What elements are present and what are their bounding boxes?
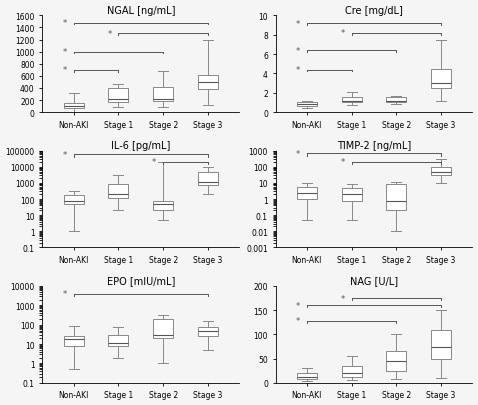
- Text: *: *: [63, 19, 67, 28]
- Title: EPO [mIU/mL]: EPO [mIU/mL]: [107, 275, 175, 286]
- PathPatch shape: [386, 352, 406, 371]
- PathPatch shape: [342, 188, 362, 201]
- PathPatch shape: [386, 98, 406, 103]
- Text: *: *: [296, 47, 300, 55]
- Text: *: *: [152, 158, 156, 167]
- PathPatch shape: [153, 201, 173, 211]
- Text: *: *: [296, 301, 300, 310]
- PathPatch shape: [297, 187, 317, 200]
- PathPatch shape: [109, 335, 129, 346]
- Title: TIMP-2 [ng/mL]: TIMP-2 [ng/mL]: [337, 141, 411, 151]
- Title: IL-6 [pg/mL]: IL-6 [pg/mL]: [111, 141, 171, 151]
- Title: Cre [mg/dL]: Cre [mg/dL]: [345, 6, 403, 15]
- PathPatch shape: [64, 196, 84, 205]
- PathPatch shape: [297, 373, 317, 379]
- PathPatch shape: [342, 366, 362, 377]
- Text: *: *: [296, 66, 300, 75]
- Text: *: *: [341, 294, 345, 303]
- PathPatch shape: [109, 89, 129, 102]
- PathPatch shape: [198, 327, 218, 337]
- PathPatch shape: [342, 98, 362, 103]
- Text: *: *: [108, 30, 112, 39]
- Text: *: *: [63, 48, 67, 57]
- Text: *: *: [341, 158, 345, 167]
- PathPatch shape: [64, 104, 84, 109]
- Text: *: *: [63, 66, 67, 75]
- PathPatch shape: [198, 75, 218, 90]
- PathPatch shape: [64, 337, 84, 346]
- PathPatch shape: [297, 103, 317, 107]
- Text: *: *: [296, 317, 300, 326]
- PathPatch shape: [198, 172, 218, 186]
- Text: *: *: [296, 149, 300, 158]
- PathPatch shape: [431, 69, 451, 89]
- Text: *: *: [63, 150, 67, 159]
- Text: *: *: [296, 19, 300, 28]
- PathPatch shape: [153, 87, 173, 102]
- Title: NAG [U/L]: NAG [U/L]: [350, 275, 398, 286]
- PathPatch shape: [109, 185, 129, 198]
- Text: *: *: [341, 29, 345, 38]
- PathPatch shape: [153, 319, 173, 339]
- Title: NGAL [ng/mL]: NGAL [ng/mL]: [107, 6, 175, 15]
- PathPatch shape: [431, 330, 451, 359]
- Text: *: *: [63, 290, 67, 298]
- PathPatch shape: [386, 185, 406, 211]
- PathPatch shape: [431, 167, 451, 176]
